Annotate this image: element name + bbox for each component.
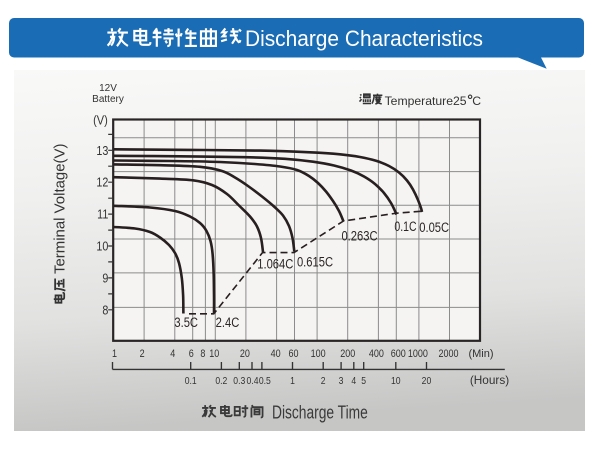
svg-text:12: 12 (96, 175, 108, 190)
svg-text:0.4: 0.4 (247, 375, 260, 387)
svg-text:11: 11 (97, 207, 108, 222)
svg-text:Temperature25: Temperature25 (385, 94, 467, 108)
svg-text:1.064C: 1.064C (257, 256, 293, 271)
svg-text:4: 4 (170, 348, 175, 360)
svg-text:0.1: 0.1 (185, 375, 197, 387)
svg-text:13: 13 (96, 143, 108, 158)
svg-text:1: 1 (290, 375, 295, 387)
svg-text:20: 20 (240, 348, 250, 360)
svg-text:0.263C: 0.263C (341, 228, 377, 243)
svg-text:Discharge Time: Discharge Time (272, 403, 368, 423)
svg-text:40: 40 (271, 348, 281, 360)
svg-text:(Hours): (Hours) (470, 373, 509, 387)
svg-text:600: 600 (391, 348, 406, 360)
svg-text:0.05C: 0.05C (419, 220, 449, 235)
svg-text:200: 200 (340, 348, 355, 360)
svg-text:400: 400 (369, 348, 384, 360)
svg-text:1000: 1000 (408, 348, 428, 360)
svg-text:6: 6 (189, 348, 194, 360)
svg-text:1: 1 (112, 348, 117, 360)
svg-text:Terminal Voltage(V): Terminal Voltage(V) (52, 144, 69, 275)
svg-text:5: 5 (361, 375, 366, 387)
svg-text:20: 20 (422, 375, 432, 387)
svg-text:(V): (V) (93, 112, 108, 127)
svg-text:4: 4 (351, 375, 356, 387)
svg-text:8: 8 (102, 302, 108, 317)
svg-text:10: 10 (391, 375, 401, 387)
svg-text:0.5: 0.5 (259, 375, 271, 387)
svg-text:0.615C: 0.615C (297, 254, 333, 269)
svg-text:2: 2 (321, 375, 326, 387)
svg-text:2.4C: 2.4C (216, 315, 240, 330)
svg-text:100: 100 (311, 348, 326, 360)
svg-text:10: 10 (209, 348, 219, 360)
svg-text:2000: 2000 (439, 348, 459, 360)
svg-text:0.2: 0.2 (215, 375, 227, 387)
svg-text:9: 9 (102, 270, 108, 285)
svg-text:8: 8 (200, 348, 205, 360)
svg-text:10: 10 (96, 239, 108, 254)
svg-text:Battery: Battery (92, 94, 124, 105)
svg-text:2: 2 (140, 348, 145, 360)
svg-text:3.5C: 3.5C (174, 315, 198, 330)
svg-text:12V: 12V (99, 83, 117, 94)
svg-text:0.3: 0.3 (233, 375, 245, 387)
svg-text:60: 60 (289, 348, 299, 360)
svg-text:Discharge Characteristics: Discharge Characteristics (245, 26, 483, 51)
svg-text:(Min): (Min) (468, 348, 493, 360)
svg-text:3: 3 (339, 375, 344, 387)
svg-text:0.1C: 0.1C (394, 219, 416, 235)
svg-text:C: C (472, 94, 481, 108)
